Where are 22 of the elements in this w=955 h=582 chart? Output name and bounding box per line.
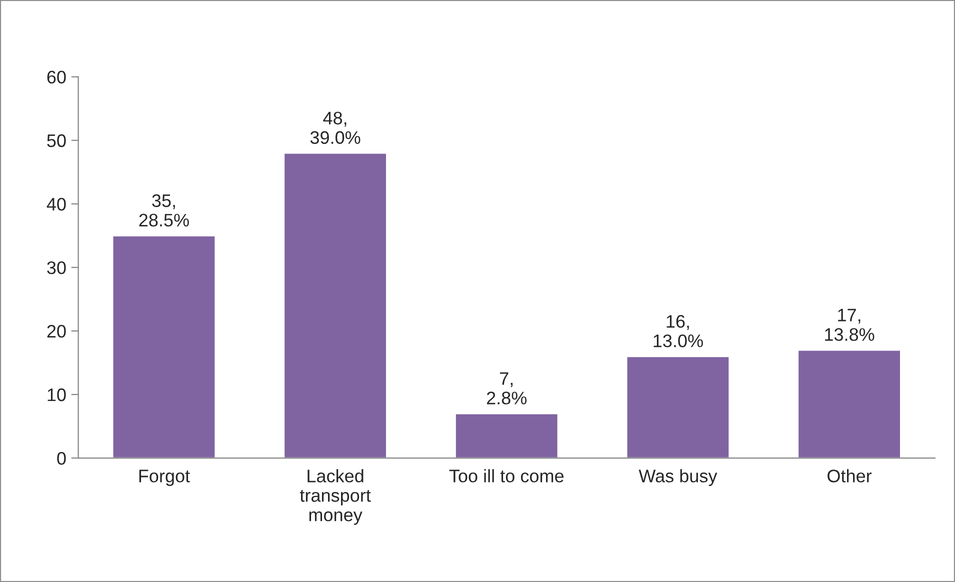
data-label: 16, 13.0% [654,315,703,348]
bar [454,412,559,458]
x-tick-label: Was busy [638,469,718,486]
y-tick-label: 20 [47,324,66,338]
data-label: 7, 2.8% [486,372,527,404]
y-tick-label: 40 [46,198,66,211]
x-tick-label: Forgot [139,470,190,486]
x-tick-label: Too ill to come [449,469,564,482]
y-tick-label: 50 [47,134,66,148]
y-tick-label: 60 [47,70,66,84]
data-label: 48, 39.0% [310,112,360,144]
bar [112,234,216,458]
data-label: 35, 28.5% [139,194,189,227]
x-tick-label: Lacked transport money [300,469,371,525]
y-tick-label: 30 [47,261,66,274]
bar [626,356,730,458]
data-label: 17, 13.8% [825,308,874,341]
y-tick-label: 0 [57,452,66,465]
bar [797,349,902,458]
x-tick-label: Other [828,469,872,482]
bar [283,152,388,458]
y-tick-label: 10 [48,388,66,402]
